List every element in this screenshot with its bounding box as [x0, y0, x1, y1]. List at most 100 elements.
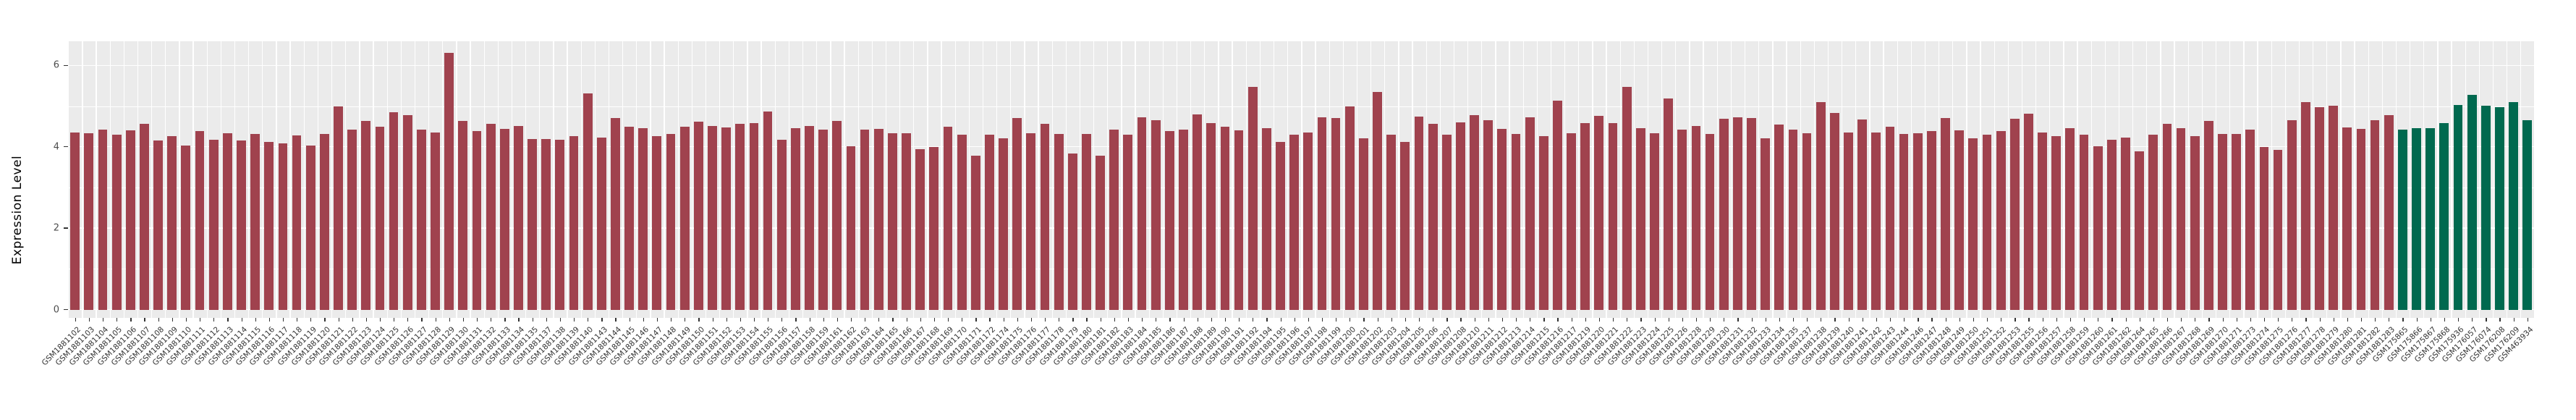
x-tick-mark [1654, 318, 1656, 322]
bar [1719, 118, 1729, 310]
y-tick-mark [64, 227, 68, 229]
bar [1844, 132, 1853, 310]
gridline-vertical [1772, 41, 1774, 318]
bar [1386, 134, 1397, 310]
x-tick-mark [324, 318, 326, 322]
x-tick-mark [1682, 318, 1684, 322]
x-tick-mark [643, 318, 644, 322]
gridline-vertical [1024, 41, 1025, 318]
gridline-vertical [1342, 41, 1344, 318]
x-tick-mark [421, 318, 423, 322]
bar [2412, 128, 2421, 310]
bar [999, 138, 1008, 310]
bar [111, 134, 122, 310]
bar [2370, 119, 2380, 310]
bar [818, 130, 829, 310]
bar [1123, 134, 1133, 310]
bar [1829, 113, 1839, 310]
x-tick-mark [1598, 318, 1601, 322]
bar [334, 106, 343, 310]
gridline-vertical [442, 41, 444, 318]
bar [140, 124, 149, 310]
x-tick-mark [2347, 318, 2349, 322]
x-tick-mark [2166, 318, 2169, 322]
x-tick-mark [1751, 318, 1753, 322]
bar [1276, 142, 1285, 310]
bar [84, 133, 94, 310]
x-tick-mark [574, 318, 575, 322]
x-tick-mark [1363, 318, 1365, 322]
gridline-vertical [2298, 41, 2300, 318]
bar [1885, 127, 1895, 310]
gridline-vertical [857, 41, 859, 318]
bar [195, 130, 205, 310]
x-tick-mark [1904, 318, 1905, 322]
plot-panel [68, 41, 2535, 318]
bar [2300, 101, 2310, 310]
x-tick-mark [1308, 318, 1310, 322]
x-tick-mark [2056, 318, 2057, 322]
x-tick-mark [1710, 318, 1711, 322]
gridline-vertical [1619, 41, 1621, 318]
bar [1331, 118, 1341, 310]
x-tick-mark [1557, 318, 1559, 322]
x-tick-mark [185, 318, 187, 322]
x-tick-mark [1391, 318, 1392, 322]
bar [873, 129, 884, 310]
gridline-vertical [1827, 41, 1829, 318]
x-tick-mark [559, 318, 562, 322]
bar [2093, 146, 2103, 310]
gridline-vertical [2257, 41, 2258, 318]
x-tick-mark [116, 318, 118, 322]
bar [2245, 130, 2255, 310]
bar [1317, 117, 1327, 310]
y-tick-label: 0 [53, 304, 59, 315]
gridline-vertical [289, 41, 291, 318]
x-tick-mark [2014, 318, 2016, 322]
bar [1179, 129, 1188, 310]
bar [167, 135, 177, 310]
bar [1802, 133, 1812, 310]
gridline-vertical [1121, 41, 1122, 318]
gridline-major [68, 308, 2535, 311]
bar [569, 135, 579, 310]
bar [582, 93, 593, 310]
bar [2203, 120, 2213, 310]
bar [1747, 118, 1756, 310]
x-tick-mark [2250, 318, 2252, 322]
gridline-vertical [1675, 41, 1677, 318]
bar [1151, 119, 1161, 310]
x-tick-mark [227, 318, 229, 322]
bar [2038, 132, 2047, 310]
gridline-vertical [1966, 41, 1967, 318]
bar [1414, 117, 1424, 310]
bar [264, 142, 274, 310]
bar [2190, 136, 2200, 310]
bar [2121, 137, 2130, 310]
gridline-vertical [594, 41, 596, 318]
bar [1109, 129, 1119, 310]
y-tick-mark [64, 64, 68, 66]
bar [2148, 134, 2158, 310]
bar [1344, 106, 1355, 310]
gridline-major [68, 64, 2535, 67]
gridline-vertical [1301, 41, 1302, 318]
bar [1982, 134, 1992, 310]
bar [1899, 134, 1909, 310]
gridline-vertical [456, 41, 457, 318]
gridline-vertical [1800, 41, 1801, 318]
gridline-vertical [1010, 41, 1012, 318]
bar [776, 139, 787, 310]
gridline-vertical [760, 41, 762, 318]
bar [2315, 106, 2324, 310]
gridline-vertical [400, 41, 402, 318]
x-tick-mark [352, 318, 353, 322]
x-tick-mark [1737, 318, 1739, 322]
gridline-vertical [802, 41, 804, 318]
bar [70, 132, 80, 310]
bar [611, 117, 620, 310]
bar [361, 121, 371, 310]
x-tick-mark [2111, 318, 2113, 322]
gridline-vertical [483, 41, 485, 318]
x-tick-mark [2153, 318, 2154, 322]
